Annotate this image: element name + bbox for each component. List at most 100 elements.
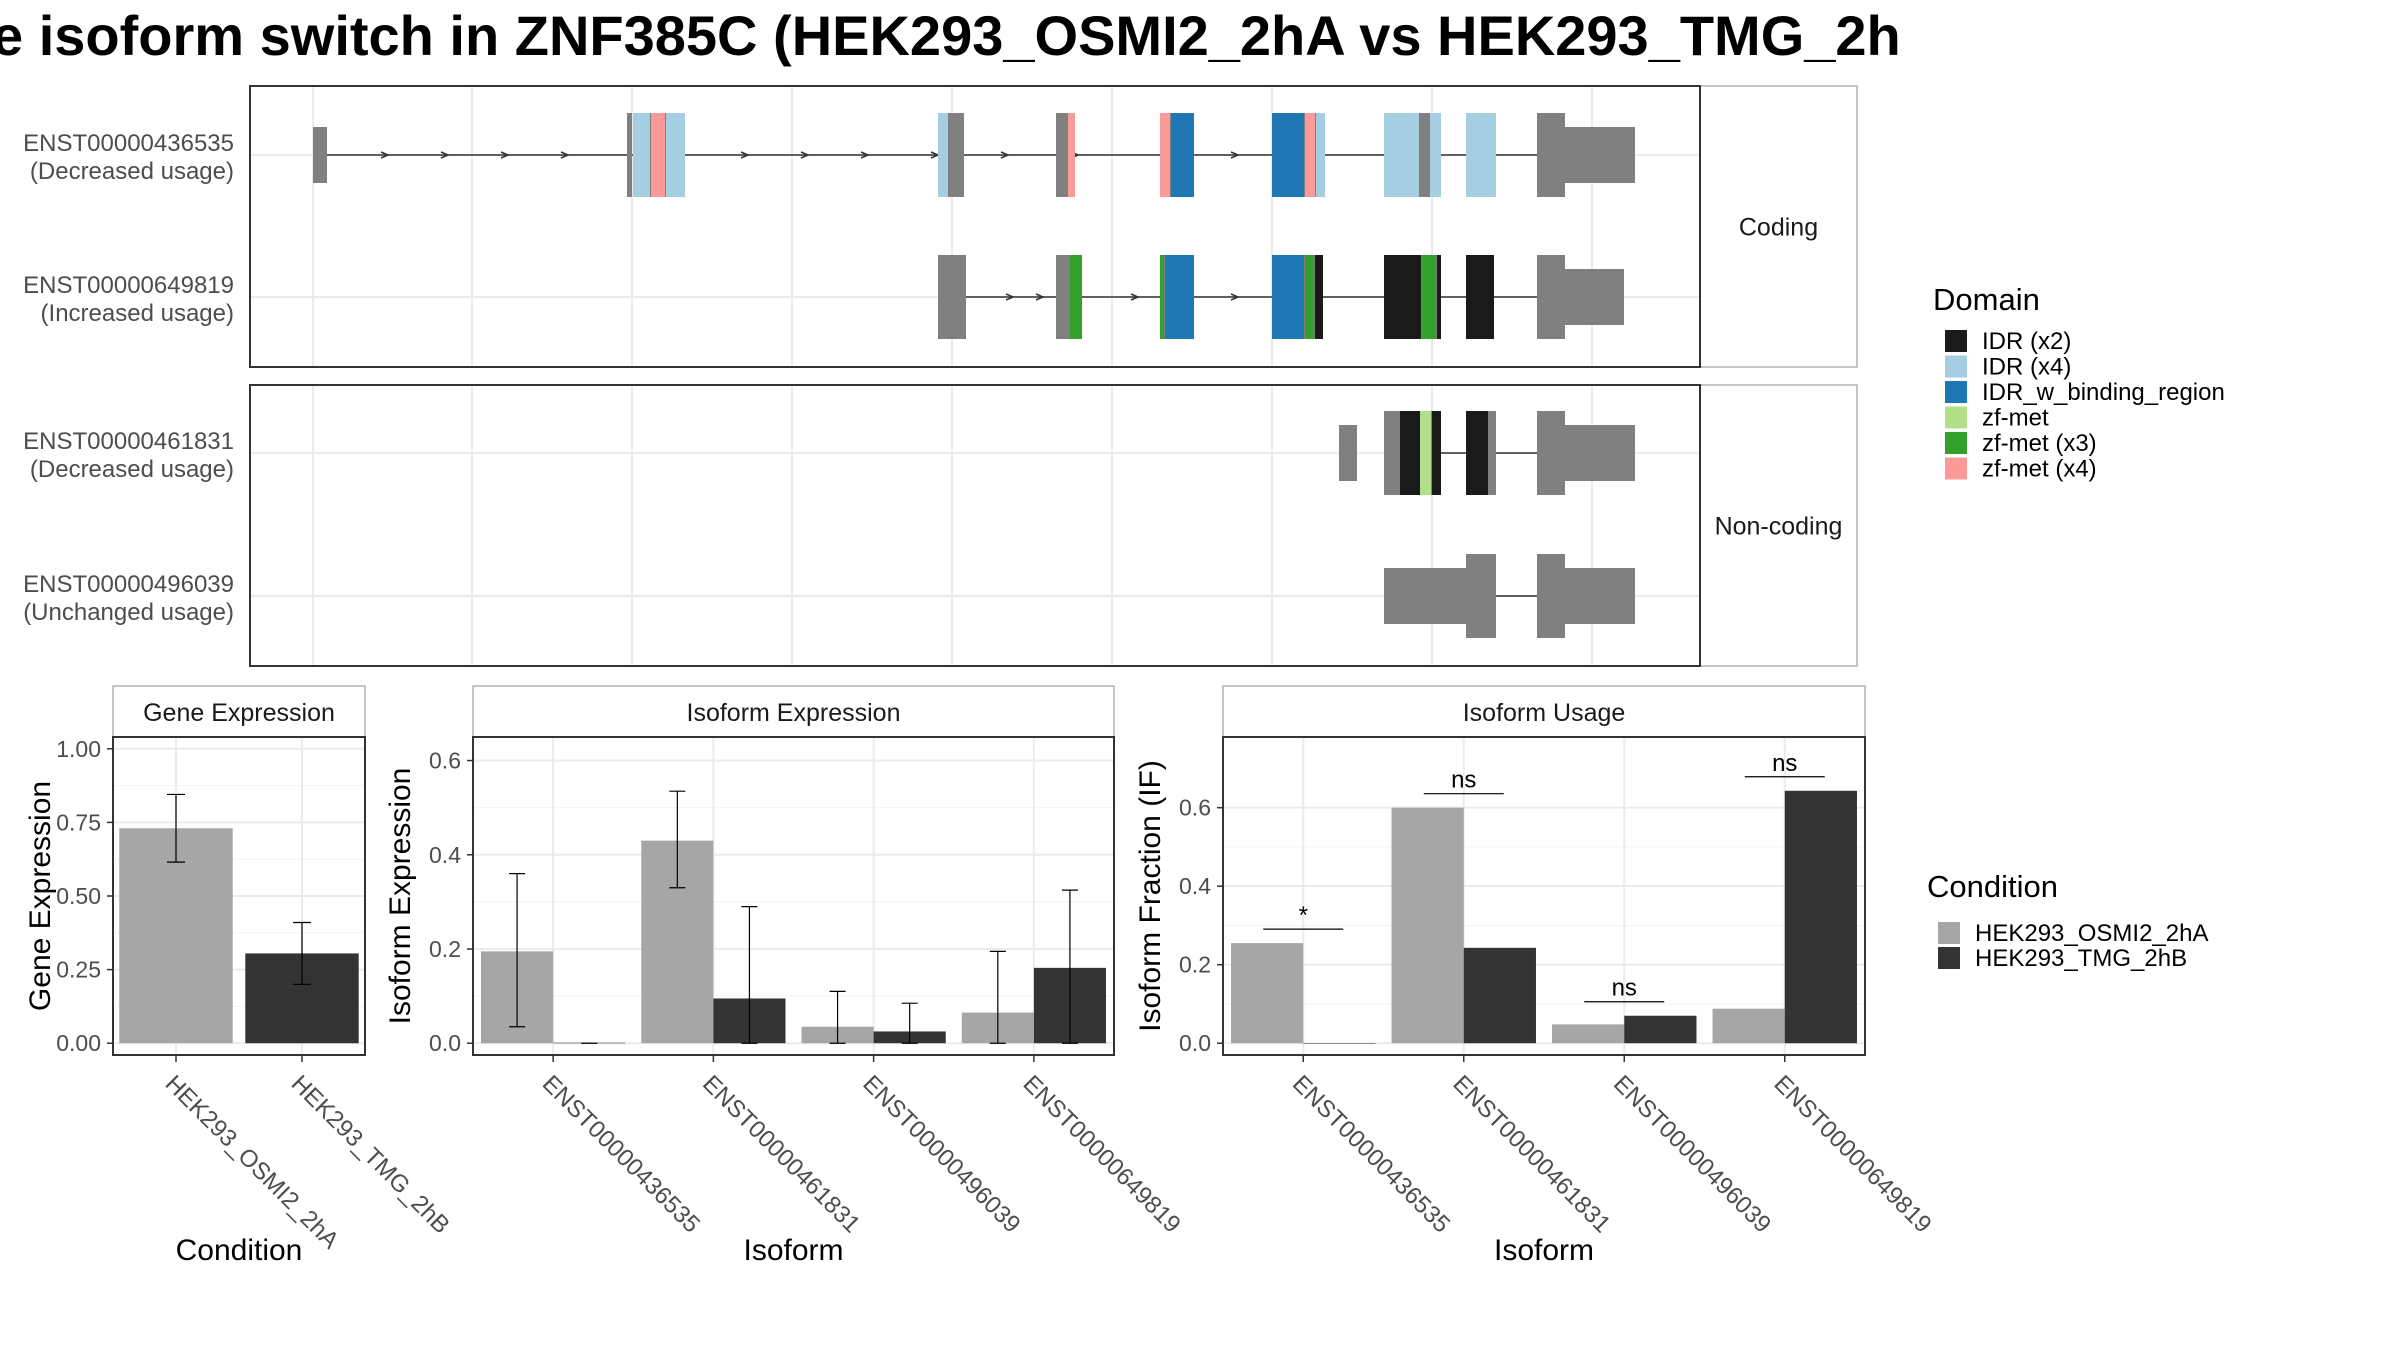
domain-legend-label: IDR (x2) bbox=[1982, 328, 2071, 355]
panel-title: Isoform Usage bbox=[1463, 699, 1626, 727]
exon-block bbox=[1537, 113, 1565, 197]
panel-border bbox=[472, 736, 1115, 1056]
domain-legend-label: zf-met bbox=[1982, 405, 2049, 432]
exon-block bbox=[1565, 127, 1635, 183]
domain-segment bbox=[1432, 411, 1441, 495]
condition-legend-key bbox=[1938, 947, 1960, 969]
domain-segment bbox=[1422, 255, 1436, 339]
transcript-usage-label: (Unchanged usage) bbox=[23, 599, 234, 626]
domain-segment bbox=[1384, 113, 1419, 197]
y-tick-label: 0.0 bbox=[1179, 1030, 1211, 1056]
structure-plot-border bbox=[249, 384, 1701, 667]
intron-direction-arrow bbox=[1000, 151, 1010, 159]
domain-segment bbox=[633, 113, 650, 197]
bar-chart-panels: Gene Expression0.000.250.500.751.00HEK29… bbox=[24, 685, 1937, 1267]
exon-block bbox=[1537, 411, 1565, 495]
y-tick-label: 0.2 bbox=[429, 936, 461, 962]
domain-segment bbox=[1165, 255, 1194, 339]
significance-label: ns bbox=[1451, 767, 1476, 794]
exon-block bbox=[1466, 554, 1496, 638]
domain-segment bbox=[1420, 411, 1431, 495]
domain-segment bbox=[1430, 113, 1441, 197]
transcript-usage-label: (Decreased usage) bbox=[30, 456, 234, 483]
domain-legend-key bbox=[1945, 330, 1967, 352]
domain-segment bbox=[1466, 113, 1496, 197]
transcript-usage-label: (Decreased usage) bbox=[30, 158, 234, 185]
exon-block bbox=[1339, 425, 1357, 481]
domain-segment bbox=[1315, 255, 1323, 339]
y-axis-title: Isoform Expression bbox=[384, 768, 417, 1025]
intron-direction-arrow bbox=[380, 151, 390, 159]
condition-legend-title: Condition bbox=[1927, 869, 2058, 904]
domain-segment bbox=[1316, 113, 1325, 197]
y-axis-title: Isoform Fraction (IF) bbox=[1134, 760, 1167, 1032]
bar-panel-2: Isoform Expression 0.0 0.2 0.4 0.6 ENST000004… bbox=[384, 685, 1186, 1267]
structure-facet-label: Coding bbox=[1739, 214, 1818, 242]
figure-title: e isoform switch in ZNF385C (HEK293_OSMI… bbox=[0, 4, 1901, 67]
x-tick-label: ENST00000649819 bbox=[1769, 1070, 1937, 1238]
domain-segment bbox=[1171, 113, 1194, 197]
domain-legend: Domain IDR (x2)IDR (x4)IDR_w_binding_reg… bbox=[1933, 282, 2225, 483]
bar bbox=[1231, 943, 1304, 1044]
domain-legend-key bbox=[1945, 432, 1967, 454]
transcript-ENST00000461831 bbox=[1339, 411, 1635, 495]
exon-block bbox=[1537, 255, 1565, 339]
x-tick-label: ENST00000496039 bbox=[1608, 1070, 1776, 1238]
y-tick-label: 0.25 bbox=[56, 957, 101, 983]
domain-legend-label: zf-met (x3) bbox=[1982, 430, 2097, 457]
x-axis-title: Isoform bbox=[1494, 1234, 1594, 1267]
intron-direction-arrow bbox=[1035, 293, 1045, 301]
bar bbox=[1784, 790, 1857, 1044]
transcript-id-label: ENST00000496039 bbox=[23, 571, 234, 598]
bar bbox=[1552, 1024, 1625, 1044]
bar bbox=[1712, 1008, 1785, 1044]
bar bbox=[1391, 807, 1464, 1044]
panel-title-strip bbox=[1222, 685, 1866, 738]
intron-direction-arrow bbox=[560, 151, 570, 159]
intron-direction-arrow bbox=[1230, 293, 1240, 301]
domain-segment bbox=[666, 113, 685, 197]
structure-facet-strip bbox=[1699, 85, 1858, 368]
x-tick-label: ENST00000461831 bbox=[1448, 1070, 1616, 1238]
significance-label: ns bbox=[1612, 975, 1637, 1002]
intron-direction-arrow bbox=[860, 151, 870, 159]
domain-legend-label: IDR (x4) bbox=[1982, 354, 2071, 381]
x-axis-title: Condition bbox=[176, 1234, 303, 1267]
x-tick-label: ENST00000436535 bbox=[537, 1070, 705, 1238]
y-tick-label: 0.50 bbox=[56, 883, 101, 909]
domain-legend-key bbox=[1945, 406, 1967, 429]
bar bbox=[1624, 1015, 1697, 1044]
y-tick-label: 0.6 bbox=[1179, 795, 1211, 821]
domain-segment bbox=[1070, 255, 1082, 339]
y-tick-label: 0.6 bbox=[429, 748, 461, 774]
bar bbox=[119, 828, 233, 1044]
y-tick-label: 0.00 bbox=[56, 1030, 101, 1056]
intron-direction-arrow bbox=[1230, 151, 1240, 159]
domain-segment bbox=[1272, 113, 1304, 197]
exon-block bbox=[1565, 269, 1624, 325]
panel-title: Isoform Expression bbox=[687, 699, 901, 727]
intron-direction-arrow bbox=[440, 151, 450, 159]
domain-segment bbox=[1272, 255, 1304, 339]
exon-block bbox=[1384, 568, 1466, 624]
domain-segment bbox=[651, 113, 665, 197]
transcript-id-label: ENST00000436535 bbox=[23, 130, 234, 157]
domain-segment bbox=[1437, 255, 1441, 339]
y-tick-label: 1.00 bbox=[56, 736, 101, 762]
domain-segment bbox=[1068, 113, 1075, 197]
transcript-ENST00000436535 bbox=[313, 113, 1635, 197]
x-tick-label: ENST00000436535 bbox=[1287, 1070, 1455, 1238]
intron-direction-arrow bbox=[1005, 293, 1015, 301]
panel-border bbox=[112, 736, 366, 1056]
exon-block bbox=[1537, 554, 1565, 638]
domain-segment bbox=[1466, 255, 1494, 339]
domain-segment bbox=[1160, 255, 1164, 339]
domain-segment bbox=[1160, 113, 1170, 197]
intron-direction-arrow bbox=[740, 151, 750, 159]
bar bbox=[1463, 947, 1536, 1044]
bar bbox=[1303, 1043, 1376, 1044]
exon-block bbox=[1565, 425, 1635, 481]
condition-legend-label: HEK293_OSMI2_2hA bbox=[1975, 920, 2208, 947]
exon-block bbox=[1565, 568, 1635, 624]
exon-block bbox=[627, 113, 632, 197]
